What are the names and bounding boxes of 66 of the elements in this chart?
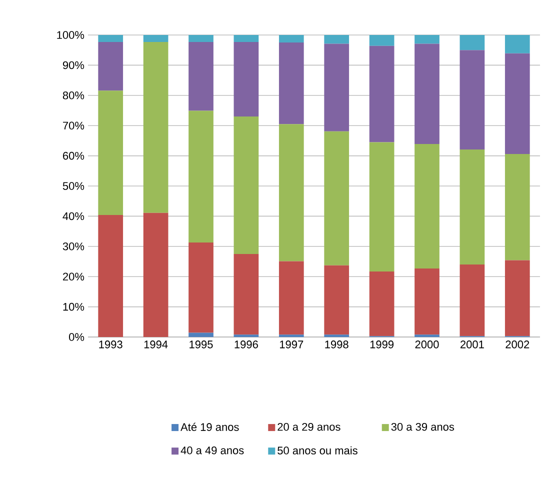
bar [98,35,124,42]
y-tick-label: 80% [62,92,84,100]
x-tick-label: 1996 [234,340,258,348]
y-tick-label: 50% [62,182,84,190]
x-tick-label: 1998 [325,340,348,348]
bar [234,42,259,117]
bar [369,46,394,142]
bar [188,42,214,111]
bar [98,90,124,215]
bar [414,35,440,44]
x-tick-label: 1994 [144,340,168,348]
x-tick-label: 1997 [280,340,304,348]
bar [98,42,124,91]
legend-label: 30 a 39 anos [391,422,454,431]
legend-label: 50 anos ou mais [278,446,358,454]
bar [324,131,350,266]
legend-label: 40 a 49 anos [180,446,244,454]
bar [234,254,259,335]
bar [188,332,214,337]
bar [324,35,350,44]
x-tick-label: 2001 [460,340,484,348]
bar [414,144,440,268]
bar [369,142,394,272]
bar [324,265,350,335]
bar [414,44,440,144]
bar [460,35,485,50]
bar [504,53,530,154]
bar [278,261,304,335]
y-tick-label: 100% [57,31,84,39]
bar [504,260,530,336]
y-tick-label: 60% [63,152,84,160]
bar [278,124,304,262]
bar [414,268,440,335]
x-tick-label: 2002 [506,340,530,348]
y-tick-label: 70% [63,122,84,130]
bar [278,42,304,124]
y-tick-label: 40% [62,212,84,220]
legend-label: Até 19 anos [180,422,239,431]
bar [188,110,214,242]
y-tick-label: 30% [62,242,84,250]
bar [98,214,124,337]
bar [278,35,304,43]
bar [504,154,530,260]
x-tick-label: 1993 [99,340,122,348]
bar [143,35,168,42]
bar [504,35,530,54]
y-tick-label: 10% [63,302,84,311]
bar [369,271,394,336]
bar [460,50,485,150]
y-tick-label: 0% [68,333,84,341]
bar [460,264,485,336]
y-tick-label: 20% [63,272,84,280]
x-tick-label: 1999 [370,340,394,348]
bar [234,116,259,254]
x-tick-label: 1995 [190,340,213,348]
bar [460,149,485,265]
bar [369,35,394,46]
bar [324,44,350,132]
x-tick-label: 2000 [415,340,439,348]
legend-label: 20 a 29 anos [278,422,340,431]
bar [143,42,168,213]
bar [143,212,168,337]
bar [188,35,214,42]
bar [234,35,259,42]
y-tick-label: 90% [62,61,84,70]
bar [188,242,214,333]
